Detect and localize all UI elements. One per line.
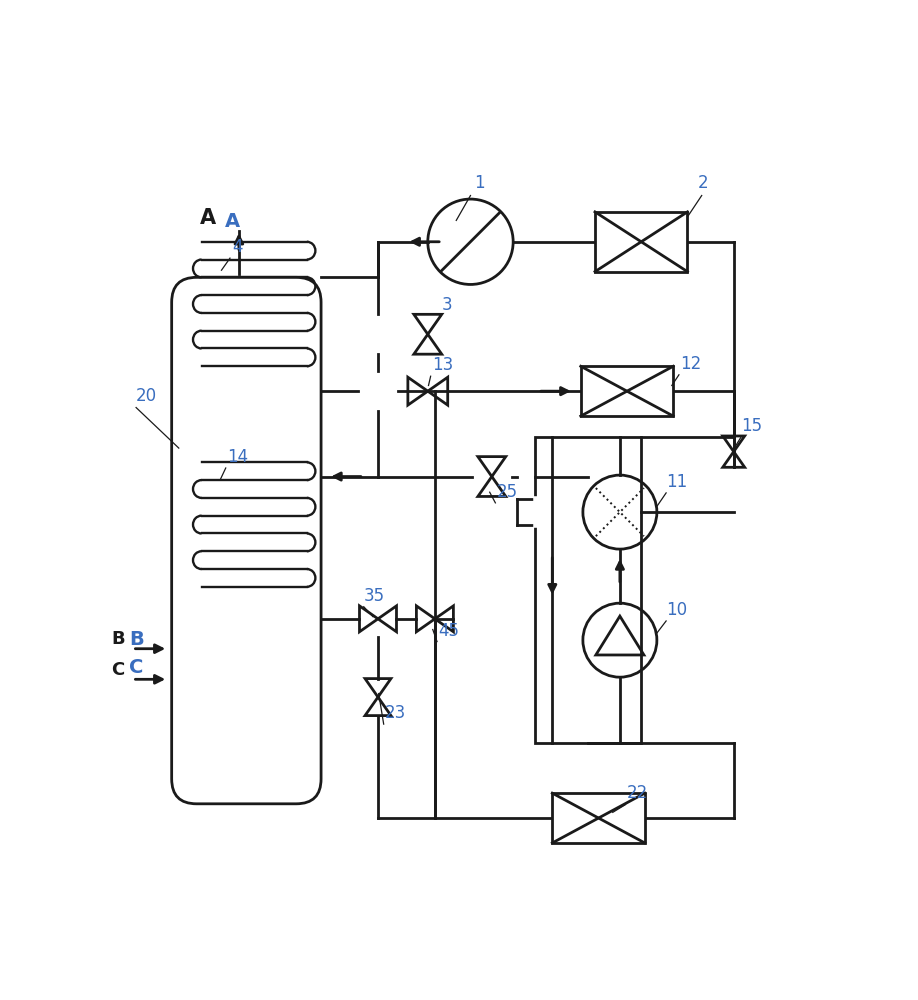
Text: 4: 4 [232,238,242,256]
Text: 45: 45 [439,622,460,640]
Text: 1: 1 [474,174,485,192]
Text: 3: 3 [442,296,453,314]
Text: B: B [111,630,125,648]
Text: 10: 10 [666,601,688,619]
Text: 25: 25 [497,483,518,501]
Text: C: C [129,658,143,677]
Text: 35: 35 [364,587,385,605]
FancyBboxPatch shape [172,277,321,804]
Text: 13: 13 [432,356,453,374]
Text: A: A [225,212,241,231]
Text: A: A [200,208,216,228]
Text: B: B [129,630,144,649]
Bar [553,793,644,843]
Bar [595,212,688,272]
Text: 14: 14 [227,448,248,466]
Bar [581,366,673,416]
Text: 11: 11 [666,473,688,491]
Text: 22: 22 [627,784,648,802]
Text: 12: 12 [680,355,701,373]
Text: C: C [111,661,125,679]
Text: 2: 2 [699,174,709,192]
Text: 20: 20 [136,387,157,405]
Text: 23: 23 [386,704,407,722]
Text: 15: 15 [741,417,762,435]
Bar [534,437,641,743]
